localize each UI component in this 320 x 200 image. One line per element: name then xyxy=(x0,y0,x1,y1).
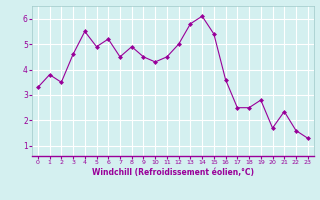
X-axis label: Windchill (Refroidissement éolien,°C): Windchill (Refroidissement éolien,°C) xyxy=(92,168,254,177)
